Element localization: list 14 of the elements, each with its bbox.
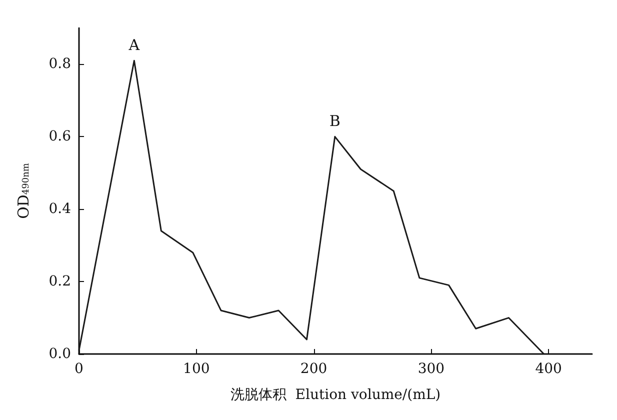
x-tick-label: 400 <box>535 361 562 377</box>
x-axis-title: 洗脱体积 Elution volume/(mL) <box>230 387 441 403</box>
y-tick-label: 0.2 <box>48 274 71 290</box>
annotation: B <box>329 112 340 130</box>
y-tick-label: 0.4 <box>48 201 72 218</box>
y-tick-label: 0.0 <box>48 346 71 362</box>
y-tick-label: 0.8 <box>48 56 71 72</box>
x-tick-label: 0 <box>74 361 84 377</box>
annotation: A <box>128 36 140 54</box>
x-tick-label: 100 <box>183 361 210 377</box>
x-tick-label: 300 <box>418 361 445 377</box>
x-tick-label: 200 <box>300 361 328 377</box>
y-axis-title: OD490nm <box>14 162 32 219</box>
y-tick-label: 0.6 <box>48 128 72 145</box>
